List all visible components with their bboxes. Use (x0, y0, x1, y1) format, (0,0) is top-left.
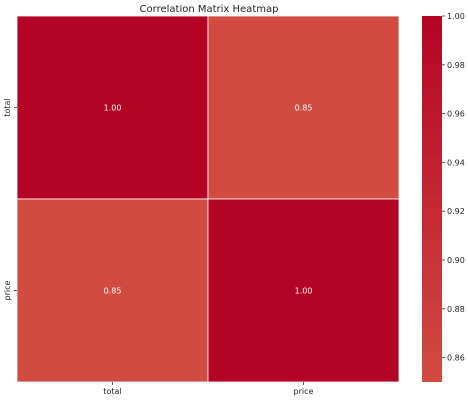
x-tick-label: total (103, 387, 121, 396)
y-tick-label: price (3, 280, 12, 300)
colorbar-tick-label: 0.94 (447, 158, 465, 167)
colorbar (422, 16, 442, 382)
cell-value-label: 1.00 (104, 104, 122, 113)
y-axis: total price (3, 98, 17, 300)
colorbar-tick-label: 0.98 (447, 61, 465, 70)
heatmap-cells (16, 15, 400, 383)
colorbar-axis: 0.86 0.88 0.90 0.92 0.94 0.96 0.98 1.00 (442, 12, 465, 363)
colorbar-tick-label: 0.90 (447, 256, 465, 265)
cell-value-label: 0.85 (295, 104, 313, 113)
heatmap-cell-price-price (207, 198, 400, 383)
heatmap-cell-total-price (207, 15, 400, 200)
cell-value-label: 0.85 (104, 287, 122, 296)
colorbar-tick-label: 0.88 (447, 305, 465, 314)
heatmap-cell-total-total (16, 15, 209, 200)
cell-value-label: 1.00 (295, 287, 313, 296)
colorbar-tick-label: 0.92 (447, 207, 465, 216)
x-tick-label: price (294, 387, 314, 396)
colorbar-tick-label: 0.96 (447, 110, 465, 119)
heatmap-cell-price-total (16, 198, 209, 383)
colorbar-tick-label: 0.86 (447, 354, 465, 363)
y-tick-label: total (3, 98, 12, 116)
colorbar-tick-label: 1.00 (447, 12, 465, 21)
x-axis: total price (103, 382, 314, 396)
heatmap-cell-labels: 1.00 0.85 0.85 1.00 (104, 104, 313, 296)
chart-title: Correlation Matrix Heatmap (140, 4, 279, 15)
